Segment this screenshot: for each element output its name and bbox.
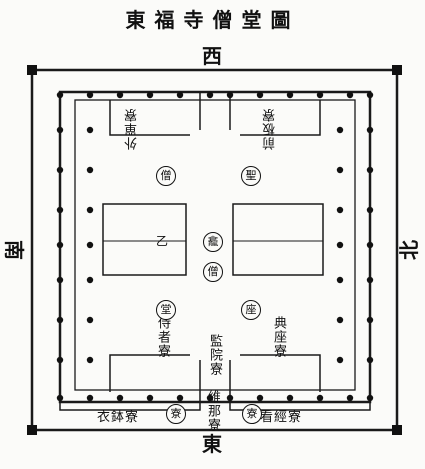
post (86, 241, 94, 249)
platform-right (232, 203, 324, 276)
post (366, 241, 374, 249)
post (336, 276, 344, 284)
center-mark: 乙 (156, 234, 169, 248)
post (56, 276, 64, 284)
post (86, 394, 94, 402)
post (206, 394, 214, 402)
post (86, 91, 94, 99)
post (56, 356, 64, 364)
post (86, 316, 94, 324)
room-label-bottom-right: 看經寮 (260, 410, 303, 425)
post (226, 394, 234, 402)
circle-marker-upper-left: 僧 (156, 166, 176, 186)
outer-corner-posts (27, 65, 402, 435)
room-frame-upper-right (240, 100, 321, 136)
circle-marker-lower-left: 堂 (156, 300, 176, 320)
post (56, 126, 64, 134)
post (336, 316, 344, 324)
post (286, 91, 294, 99)
direction-north: 北 (397, 240, 421, 260)
west-gate-passage (199, 92, 231, 130)
post (116, 91, 124, 99)
post (366, 91, 374, 99)
post (336, 166, 344, 174)
post (56, 241, 64, 249)
outer-wall (30, 68, 399, 432)
post (336, 241, 344, 249)
post (366, 394, 374, 402)
room-label-lower-left: 侍者寮 (155, 316, 170, 358)
room-label-east-gate: 維那寮 (205, 390, 220, 432)
post (366, 126, 374, 134)
post (366, 206, 374, 214)
post (56, 91, 64, 99)
post (116, 394, 124, 402)
post (336, 356, 344, 364)
post (206, 91, 214, 99)
post (336, 126, 344, 134)
post (226, 91, 234, 99)
hall-posts (56, 91, 374, 402)
post (366, 356, 374, 364)
circle-marker-upper-right: 聖 (241, 166, 261, 186)
post (86, 166, 94, 174)
direction-south: 南 (2, 240, 26, 260)
room-label-lower-right: 典座寮 (271, 316, 286, 358)
post (176, 91, 184, 99)
post (336, 206, 344, 214)
room-label-center-gate: 監院寮 (207, 334, 222, 376)
post (86, 356, 94, 364)
post (346, 91, 354, 99)
post (316, 91, 324, 99)
circle-marker-bottom-right: 寮 (242, 404, 262, 424)
post (366, 166, 374, 174)
room-label-upper-right: 前板寮 (263, 108, 278, 150)
post (86, 126, 94, 134)
direction-east: 東 (202, 432, 222, 456)
hall-wall-inner (74, 99, 356, 391)
room-label-bottom-left: 衣鉢寮 (97, 410, 140, 425)
post (56, 166, 64, 174)
post (146, 91, 154, 99)
direction-west: 西 (202, 44, 222, 68)
post (176, 394, 184, 402)
post (56, 394, 64, 402)
post (366, 276, 374, 284)
circle-marker-lower-right: 座 (241, 300, 261, 320)
post (256, 394, 264, 402)
post (346, 394, 354, 402)
room-frame-lower-left (109, 354, 190, 392)
post (286, 394, 294, 402)
post (86, 206, 94, 214)
post (56, 316, 64, 324)
post (146, 394, 154, 402)
room-frame-upper-left (109, 100, 190, 136)
diagram-title: 東福寺僧堂圖 (125, 8, 300, 32)
post (86, 276, 94, 284)
post (366, 316, 374, 324)
circle-marker-bottom-left: 寮 (166, 404, 186, 424)
circle-marker-center-bottom: 僧 (203, 262, 223, 282)
room-label-upper-left: 外單寮 (125, 108, 140, 150)
post (56, 206, 64, 214)
post (316, 394, 324, 402)
post (256, 91, 264, 99)
room-frame-lower-right (240, 354, 321, 392)
platform-left (102, 203, 187, 276)
circle-marker-center-top: 龕 (203, 232, 223, 252)
